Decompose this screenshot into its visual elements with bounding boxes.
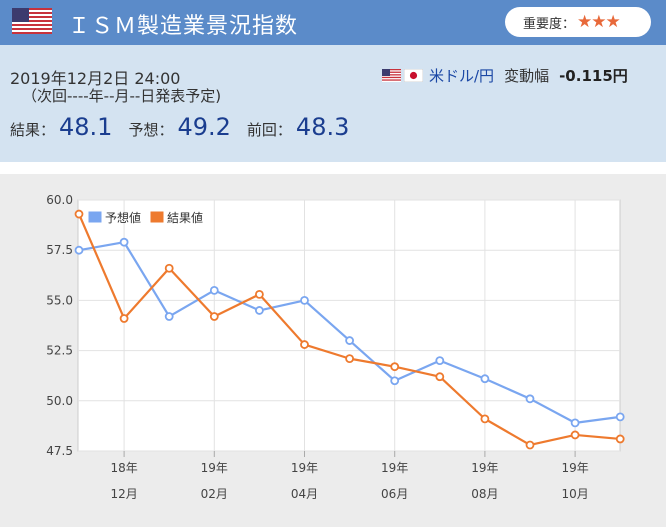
- chart-legend: 予想値 結果値: [87, 210, 203, 225]
- x-tick-year: 19年: [561, 461, 588, 475]
- y-tick-label: 55.0: [46, 293, 73, 307]
- data-point: [300, 340, 309, 349]
- forecast-value: 49.2: [177, 113, 231, 141]
- y-tick-label: 52.5: [46, 344, 73, 358]
- x-tick-month: 12月: [110, 487, 137, 501]
- data-point: [570, 430, 580, 440]
- y-axis-ticks: 60.0 57.5 55.0 52.5 50.0 47.5: [46, 193, 73, 458]
- y-tick-label: 47.5: [46, 444, 73, 458]
- x-tick-year: 19年: [201, 461, 228, 475]
- x-tick-month: 08月: [471, 487, 498, 501]
- y-tick-label: 50.0: [46, 394, 73, 408]
- data-point: [570, 418, 580, 428]
- x-tick-year: 19年: [291, 461, 318, 475]
- data-point: [119, 314, 129, 323]
- change-value: -0.115円: [559, 67, 628, 85]
- legend-swatch: [87, 210, 103, 224]
- x-tick-year: 19年: [471, 461, 498, 475]
- data-point: [615, 412, 625, 422]
- x-tick-month: 04月: [291, 487, 318, 501]
- y-tick-label: 60.0: [46, 193, 73, 207]
- data-point: [390, 362, 400, 372]
- x-tick-year: 19年: [381, 461, 408, 475]
- x-axis-ticks: 18年 12月 19年 02月 19年 04月 19年 06月 19年 08月 19年 10月: [110, 461, 588, 501]
- previous-label: 前回：: [246, 121, 292, 139]
- currency-pair: 米ドル/円 変動幅 -0.115円: [382, 65, 628, 86]
- y-tick-label: 57.5: [46, 243, 73, 257]
- importance-label: 重要度：: [523, 16, 576, 32]
- data-point: [164, 312, 174, 321]
- chart-series: [74, 209, 625, 450]
- data-point: [345, 336, 355, 345]
- legend-label: 予想値: [105, 210, 141, 225]
- data-point: [435, 372, 445, 382]
- plot-background: [77, 199, 621, 452]
- data-point: [254, 306, 264, 315]
- us-flag-icon: [12, 8, 52, 34]
- data-point: [119, 237, 129, 247]
- x-tick-month: 02月: [201, 487, 228, 501]
- data-point: [300, 296, 309, 305]
- data-point: [74, 209, 84, 219]
- importance-badge: 重要度： ★★★: [505, 7, 651, 37]
- page-title: ＩＳＭ製造業景況指数: [68, 14, 299, 39]
- importance-stars: ★★★: [577, 12, 621, 32]
- release-date: 2019年12月2日 24:00: [10, 69, 181, 88]
- legend-label: 結果値: [167, 210, 203, 225]
- data-point: [525, 394, 535, 404]
- chart-grid: [77, 199, 621, 457]
- data-point: [480, 374, 490, 384]
- jp-flag-icon: [404, 69, 423, 82]
- data-point: [209, 285, 219, 295]
- header-bar: ＩＳＭ製造業景況指数 重要度： ★★★: [0, 0, 666, 45]
- results-row: 結果： 48.1 予想： 49.2 前回： 48.3: [10, 113, 365, 141]
- info-panel: 2019年12月2日 24:00 （次回----年--月--日発表予定) 米ドル…: [0, 45, 666, 162]
- line-chart: 60.0 57.5 55.0 52.5 50.0 47.5 18年 12月 19年 02月 19年…: [46, 193, 625, 501]
- data-point: [525, 440, 535, 450]
- data-point: [209, 312, 219, 321]
- legend-swatch: [149, 210, 165, 224]
- previous-value: 48.3: [295, 113, 350, 141]
- forecast-label: 予想：: [128, 121, 174, 139]
- data-point: [615, 434, 625, 444]
- data-point: [480, 414, 490, 424]
- result-value: 48.1: [59, 113, 113, 141]
- pair-link[interactable]: 米ドル/円: [429, 67, 495, 85]
- data-point: [164, 263, 174, 273]
- next-release: （次回----年--月--日発表予定): [22, 87, 222, 105]
- us-flag-icon: [382, 69, 401, 82]
- data-point: [435, 356, 445, 366]
- x-tick-month: 06月: [381, 487, 408, 501]
- result-label: 結果：: [10, 121, 56, 139]
- change-label: 変動幅: [504, 67, 550, 85]
- x-tick-year: 18年: [110, 461, 137, 475]
- data-point: [254, 289, 264, 299]
- x-tick-month: 10月: [561, 487, 588, 501]
- data-point: [390, 376, 400, 386]
- chart-area: 60.0 57.5 55.0 52.5 50.0 47.5 18年 12月 19年 02月 19年…: [0, 174, 666, 527]
- data-point: [74, 245, 84, 255]
- data-point: [345, 354, 355, 364]
